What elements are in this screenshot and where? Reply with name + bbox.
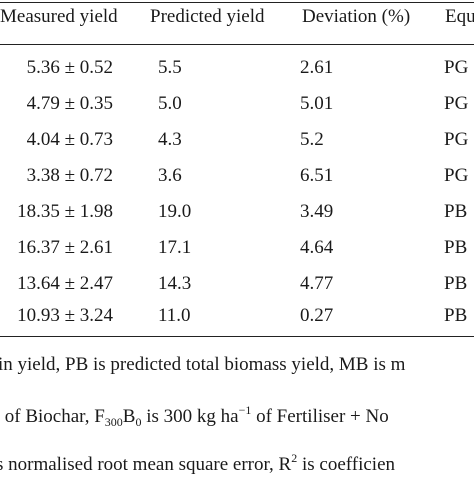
cell-deviation: 4.77 <box>300 273 334 294</box>
header-predicted-yield: Predicted yield <box>150 6 265 27</box>
cell-measured: 3.38 ± 0.72 <box>26 165 113 186</box>
footnote-superscript: −1 <box>238 403 252 417</box>
cell-deviation: 5.01 <box>300 93 334 114</box>
cell-predicted: 19.0 <box>158 201 192 222</box>
footnote-text: is coefficien <box>297 454 396 475</box>
table-row: 5.36 ± 0.52 5.5 2.61 PG <box>0 52 474 84</box>
header-equation: Equ <box>445 6 474 27</box>
footnote-subscript: 300 <box>104 415 123 429</box>
cell-equation: PG <box>444 165 469 186</box>
header-measured-yield: Measured yield <box>0 6 118 27</box>
footnote-line-1: in yield, PB is predicted total biomass … <box>0 354 406 375</box>
cell-equation: PG <box>444 93 469 114</box>
cell-equation: PG <box>444 129 469 150</box>
cell-deviation: 0.27 <box>300 305 334 326</box>
cell-equation: PB <box>444 273 468 294</box>
footnote-text: s normalised root mean square error, R <box>0 454 292 475</box>
cell-predicted: 5.5 <box>158 57 182 78</box>
table-row: 13.64 ± 2.47 14.3 4.77 PB <box>0 268 474 300</box>
footnote-text: B <box>122 406 136 427</box>
cell-measured: 18.35 ± 1.98 <box>17 201 113 222</box>
cell-measured: 10.93 ± 3.24 <box>17 305 113 326</box>
cell-equation: PB <box>444 305 468 326</box>
cell-measured: 4.79 ± 0.35 <box>26 93 113 114</box>
cell-measured: 4.04 ± 0.73 <box>26 129 113 150</box>
table-bottom-rule <box>0 336 474 337</box>
footnote-text: is 300 kg ha <box>141 406 239 427</box>
footnote-text: of Fertiliser + No <box>251 406 389 427</box>
cell-predicted: 5.0 <box>158 93 182 114</box>
table-row: 4.79 ± 0.35 5.0 5.01 PG <box>0 88 474 120</box>
cell-predicted: 14.3 <box>158 273 192 294</box>
cell-deviation: 2.61 <box>300 57 334 78</box>
table-row: 16.37 ± 2.61 17.1 4.64 PB <box>0 232 474 264</box>
table-row: 4.04 ± 0.73 4.3 5.2 PG <box>0 124 474 156</box>
cell-measured: 13.64 ± 2.47 <box>17 273 113 294</box>
table-row: 18.35 ± 1.98 19.0 3.49 PB <box>0 196 474 228</box>
cell-deviation: 4.64 <box>300 237 334 258</box>
cell-deviation: 5.2 <box>300 129 324 150</box>
footnote-superscript: 2 <box>291 451 298 465</box>
cell-deviation: 3.49 <box>300 201 334 222</box>
cell-predicted: 17.1 <box>158 237 192 258</box>
footnote-line-2: 1 of Biochar, F300B0 is 300 kg ha−1 of F… <box>0 398 389 434</box>
header-deviation: Deviation (%) <box>302 6 411 27</box>
table-header-rule <box>0 44 474 45</box>
footnote-text: of Biochar, F <box>0 406 105 427</box>
cell-predicted: 3.6 <box>158 165 182 186</box>
table-top-rule <box>0 2 474 3</box>
table-row: 10.93 ± 3.24 11.0 0.27 PB <box>0 300 474 332</box>
cell-equation: PB <box>444 237 468 258</box>
cell-measured: 16.37 ± 2.61 <box>17 237 113 258</box>
cell-predicted: 11.0 <box>158 305 191 326</box>
cell-deviation: 6.51 <box>300 165 334 186</box>
table-row: 3.38 ± 0.72 3.6 6.51 PG <box>0 160 474 192</box>
cell-equation: PB <box>444 201 468 222</box>
footnote-subscript: 0 <box>135 415 142 429</box>
cell-measured: 5.36 ± 0.52 <box>26 57 113 78</box>
footnote-line-3: s normalised root mean square error, R2 … <box>0 446 395 477</box>
cell-predicted: 4.3 <box>158 129 182 150</box>
cell-equation: PG <box>444 57 469 78</box>
